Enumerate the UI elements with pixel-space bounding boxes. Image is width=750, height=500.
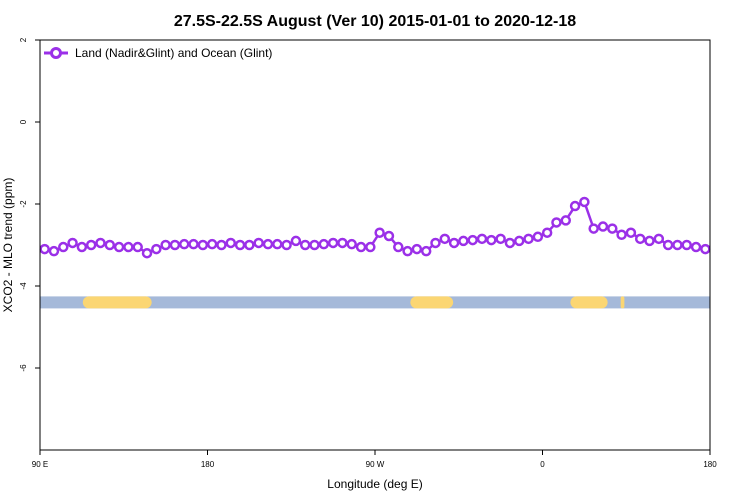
land-segment <box>620 296 625 309</box>
data-point <box>467 234 478 246</box>
data-point <box>634 233 646 245</box>
data-point <box>281 239 292 251</box>
chart-title: 27.5S-22.5S August (Ver 10) 2015-01-01 t… <box>174 13 576 30</box>
y-tick-label: -4 <box>19 282 28 290</box>
data-point <box>383 230 395 242</box>
data-point <box>374 227 385 238</box>
data-point <box>607 223 618 234</box>
x-tick-label: 90 W <box>366 460 385 469</box>
data-point <box>178 238 190 250</box>
series-layer <box>39 196 711 259</box>
data-point <box>355 241 367 253</box>
y-tick-label: -2 <box>19 200 28 208</box>
data-point <box>67 237 78 249</box>
data-point <box>318 238 330 250</box>
data-point <box>234 239 246 251</box>
data-point <box>151 243 162 255</box>
data-point <box>541 227 553 238</box>
data-point <box>365 241 376 253</box>
data-point <box>337 237 348 249</box>
y-tick-label: -6 <box>19 364 28 372</box>
data-point <box>597 221 609 232</box>
data-point <box>262 238 274 250</box>
land-segment <box>570 296 608 309</box>
y-tick-label: 2 <box>19 37 28 42</box>
data-point <box>458 235 469 247</box>
data-point <box>402 245 413 257</box>
data-point <box>560 215 572 226</box>
data-point <box>141 247 153 259</box>
data-point <box>206 238 218 250</box>
data-point <box>532 231 544 243</box>
data-point <box>393 241 404 253</box>
x-tick-label: 0 <box>540 460 545 469</box>
legend-label: Land (Nadir&Glint) and Ocean (Glint) <box>75 46 272 60</box>
data-point <box>290 235 302 247</box>
data-point <box>411 243 423 255</box>
x-tick-label: 180 <box>201 460 215 469</box>
data-point <box>476 233 488 245</box>
data-point <box>225 237 237 249</box>
data-point <box>523 233 534 245</box>
y-axis-label: XCO2 - MLO trend (ppm) <box>1 178 15 313</box>
surface-bar <box>40 296 710 309</box>
data-point <box>327 237 339 249</box>
data-point <box>672 239 683 251</box>
land-segment <box>82 296 152 309</box>
data-point <box>132 241 143 253</box>
data-point <box>551 217 562 228</box>
data-point <box>495 233 506 245</box>
data-point <box>160 239 171 251</box>
data-point <box>430 237 441 249</box>
data-point <box>58 241 69 253</box>
data-point <box>39 243 50 255</box>
data-point <box>244 239 255 251</box>
x-tick-label: 180 <box>703 460 717 469</box>
data-point <box>104 239 116 251</box>
data-point <box>113 241 125 253</box>
data-point <box>253 237 264 249</box>
data-point <box>309 239 320 251</box>
data-point <box>681 239 692 251</box>
land-segment <box>410 296 454 309</box>
data-point <box>299 239 311 251</box>
data-point <box>197 239 209 251</box>
data-point <box>616 229 627 240</box>
data-point <box>85 239 97 251</box>
data-point <box>569 200 581 212</box>
ocean-band <box>40 296 710 309</box>
axes: 90 E 180 90 W 0 180 2 0 -2 -4 -6 <box>19 37 717 469</box>
data-point <box>346 238 357 250</box>
data-point <box>448 237 460 249</box>
legend: Land (Nadir&Glint) and Ocean (Glint) <box>44 46 272 60</box>
data-point <box>662 239 674 251</box>
data-point <box>579 196 590 208</box>
data-point <box>216 239 227 251</box>
legend-marker <box>50 47 62 59</box>
data-point <box>513 235 525 247</box>
data-point <box>95 237 106 249</box>
plot-frame <box>39 39 711 451</box>
data-point <box>123 241 134 253</box>
data-point <box>169 239 181 251</box>
data-point <box>644 235 655 247</box>
data-point <box>48 245 60 257</box>
data-point <box>690 241 702 253</box>
data-point <box>700 243 711 255</box>
data-point <box>588 223 599 234</box>
data-point <box>439 233 451 245</box>
data-point <box>272 238 283 250</box>
x-axis-label: Longitude (deg E) <box>327 477 422 491</box>
data-point <box>420 245 432 257</box>
x-tick-label: 90 E <box>32 460 48 469</box>
y-tick-label: 0 <box>19 119 28 124</box>
data-point <box>486 234 497 246</box>
data-point <box>76 241 88 253</box>
data-point <box>653 233 665 245</box>
data-point <box>188 238 199 250</box>
data-point <box>504 237 516 249</box>
data-point <box>625 227 637 238</box>
